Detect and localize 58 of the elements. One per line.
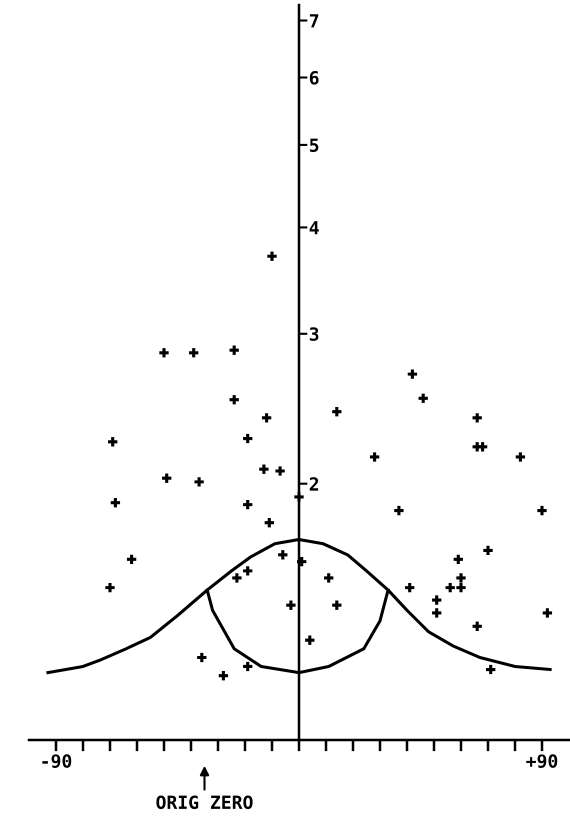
point bbox=[108, 437, 118, 446]
point bbox=[472, 622, 482, 631]
point bbox=[394, 506, 404, 516]
point bbox=[305, 636, 314, 645]
point bbox=[324, 573, 334, 583]
x-tick-label: -90 bbox=[42, 754, 72, 768]
point bbox=[446, 582, 455, 592]
point bbox=[332, 407, 342, 416]
point bbox=[218, 671, 228, 680]
y-tick-label: 5 bbox=[310, 138, 318, 152]
point bbox=[162, 474, 172, 483]
point bbox=[542, 608, 552, 618]
point bbox=[262, 413, 272, 423]
point bbox=[516, 452, 526, 462]
point bbox=[264, 518, 274, 528]
point bbox=[486, 664, 496, 674]
point bbox=[243, 662, 252, 672]
point bbox=[278, 550, 288, 560]
point bbox=[537, 506, 547, 516]
point bbox=[418, 394, 428, 403]
point bbox=[230, 395, 239, 404]
point bbox=[243, 566, 252, 576]
point bbox=[159, 348, 169, 358]
point bbox=[483, 546, 493, 556]
point bbox=[432, 608, 442, 618]
point bbox=[126, 554, 136, 564]
y-tick-label: 4 bbox=[310, 221, 319, 234]
point bbox=[197, 652, 206, 662]
point bbox=[456, 573, 466, 583]
point bbox=[405, 582, 414, 592]
x-tick-label: +90 bbox=[526, 754, 558, 768]
point bbox=[472, 413, 482, 423]
point bbox=[456, 582, 466, 592]
point bbox=[243, 434, 252, 444]
point bbox=[286, 600, 296, 610]
point bbox=[332, 600, 342, 610]
point bbox=[370, 452, 380, 462]
y-tick-label: 3 bbox=[310, 327, 318, 341]
point bbox=[259, 464, 269, 474]
point bbox=[275, 466, 285, 476]
point bbox=[454, 554, 463, 564]
y-tick-label: 7 bbox=[310, 14, 318, 28]
point bbox=[194, 477, 204, 487]
point bbox=[478, 442, 488, 452]
y-tick-label: 2 bbox=[310, 477, 318, 491]
point bbox=[230, 346, 239, 355]
point bbox=[297, 556, 306, 566]
point bbox=[232, 573, 242, 583]
point bbox=[408, 369, 418, 379]
point bbox=[294, 492, 304, 502]
point bbox=[432, 595, 442, 605]
y-tick-label: 6 bbox=[310, 70, 319, 85]
point bbox=[189, 348, 198, 358]
text: ORIG ZERO bbox=[156, 795, 253, 810]
point bbox=[110, 498, 120, 508]
point bbox=[267, 252, 277, 261]
point bbox=[105, 582, 115, 592]
point bbox=[243, 500, 252, 510]
